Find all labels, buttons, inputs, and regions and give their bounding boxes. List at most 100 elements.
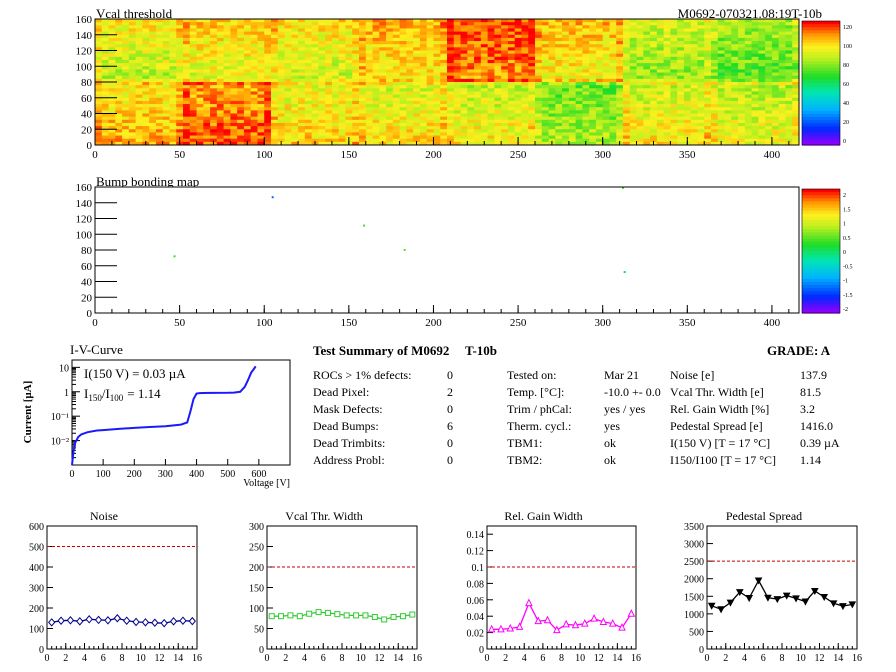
vcal-cell — [331, 44, 340, 48]
vcal-cell — [419, 122, 428, 127]
vcal-cell — [575, 88, 583, 92]
vcal-cell — [325, 34, 333, 39]
vcal-cell — [122, 34, 130, 39]
vcal-cell — [717, 47, 725, 51]
vcal-cell — [189, 97, 197, 102]
vcal-cell — [731, 63, 739, 67]
vcal-cell — [122, 56, 130, 61]
vcal-cell — [216, 88, 225, 92]
vcal-cell — [663, 85, 671, 89]
vcal-scale-band — [802, 120, 840, 124]
vcal-cell — [189, 100, 197, 105]
vcal-cell — [474, 28, 482, 32]
vcal-cell — [562, 69, 570, 73]
vcal-cell — [128, 63, 137, 67]
vcal-cell — [196, 91, 204, 95]
vcal-cell — [419, 56, 428, 61]
vcal-cell — [284, 53, 292, 58]
vcal-cell — [176, 119, 184, 124]
vcal-cell — [101, 126, 109, 130]
vcal-cell — [494, 116, 502, 121]
vcal-cell — [792, 78, 800, 83]
vcal-cell — [325, 88, 333, 92]
vcal-cell — [568, 63, 577, 67]
vcal-cell — [656, 41, 665, 45]
vcal-cell — [413, 138, 421, 143]
vcal-cell — [257, 88, 265, 92]
vcal-cell — [352, 75, 360, 80]
vcal-cell — [582, 56, 590, 61]
vcal-cell — [433, 122, 441, 127]
vcal-cell — [690, 116, 698, 121]
vcal-cell — [717, 110, 725, 114]
vcal-cell — [318, 72, 326, 77]
vcal-cell — [575, 34, 583, 39]
test-summary: Test Summary of M0692 T-10b GRADE: A ROC… — [313, 343, 840, 467]
vcal-cell — [751, 63, 759, 67]
vcal-scale-label: 100 — [843, 44, 852, 50]
vcal-cell — [210, 72, 218, 77]
vcal-cell — [602, 141, 610, 146]
vcal-cell — [453, 50, 461, 55]
vcal-cell — [386, 50, 394, 55]
vcal-cell — [271, 132, 279, 136]
vcal-cell — [128, 85, 137, 89]
vcal-cell — [690, 85, 698, 89]
small-point — [399, 613, 406, 620]
vcal-cell — [359, 56, 367, 61]
vcal-cell — [650, 69, 658, 73]
vcal-cell — [623, 82, 631, 86]
vcal-cell — [325, 53, 333, 58]
vcal-cell — [541, 110, 549, 114]
vcal-cell — [122, 91, 130, 95]
vcal-cell — [379, 116, 387, 121]
vcal-cell — [555, 47, 563, 51]
vcal-cell — [277, 104, 285, 108]
vcal-cell — [738, 88, 746, 92]
vcal-cell — [264, 104, 272, 108]
vcal-cell — [778, 135, 786, 140]
vcal-cell — [365, 44, 373, 48]
vcal-cell — [95, 56, 103, 61]
vcal-cell — [216, 69, 225, 73]
vcal-cell — [108, 28, 116, 32]
vcal-cell — [704, 141, 712, 146]
vcal-cell — [365, 141, 373, 146]
vcal-cell — [514, 85, 522, 89]
vcal-cell — [751, 122, 759, 127]
vcal-cell — [304, 113, 313, 118]
vcal-cell — [122, 22, 130, 26]
vcal-cell — [311, 53, 319, 58]
bump-scale-label: 0.5 — [843, 236, 851, 242]
vcal-cell — [507, 31, 516, 36]
vcal-cell — [474, 59, 482, 64]
vcal-cell — [237, 85, 245, 89]
vcal-cell — [467, 25, 475, 29]
small-x-tick-label: 12 — [375, 653, 385, 664]
bump-scale-band — [802, 285, 840, 289]
vcal-cell — [751, 75, 759, 80]
vcal-cell — [386, 104, 394, 108]
vcal-cell — [501, 19, 509, 23]
vcal-cell — [406, 75, 414, 80]
vcal-cell — [731, 78, 739, 83]
vcal-cell — [467, 91, 475, 95]
vcal-cell — [589, 59, 597, 64]
summary-right-value: 1416.0 — [800, 419, 833, 433]
vcal-cell — [216, 129, 225, 133]
vcal-cell — [487, 141, 495, 146]
vcal-cell — [406, 129, 414, 133]
vcal-cell — [142, 66, 150, 70]
vcal-cell — [399, 44, 407, 48]
vcal-cell — [331, 56, 340, 61]
vcal-cell — [731, 138, 739, 143]
vcal-cell — [744, 59, 753, 64]
vcal-cell — [602, 100, 610, 105]
vcal-cell — [629, 119, 637, 124]
y-tick-label: 140 — [76, 30, 93, 42]
vcal-cell — [318, 59, 326, 64]
small-point — [371, 614, 378, 621]
vcal-cell — [792, 113, 800, 118]
vcal-cell — [338, 59, 346, 64]
vcal-cell — [406, 28, 414, 32]
